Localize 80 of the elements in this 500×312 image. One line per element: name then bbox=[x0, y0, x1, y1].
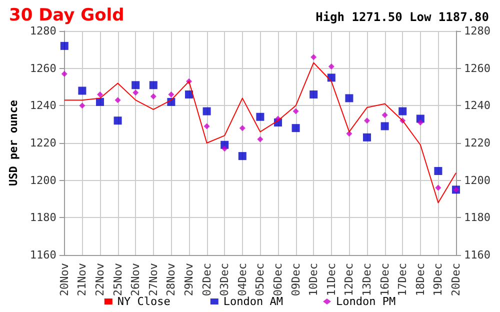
point bbox=[363, 133, 371, 142]
point bbox=[257, 136, 264, 142]
point bbox=[345, 94, 354, 102]
x-tick-label: 20Nov bbox=[58, 262, 71, 296]
x-tick-label: 20Dec bbox=[450, 263, 462, 296]
point bbox=[96, 91, 103, 98]
point bbox=[434, 167, 442, 175]
point bbox=[238, 152, 246, 160]
y-tick-label: 1160 bbox=[30, 248, 56, 262]
point bbox=[435, 184, 442, 191]
y-tick-label: 1240 bbox=[30, 99, 56, 112]
point bbox=[78, 86, 86, 95]
point bbox=[398, 107, 407, 116]
point bbox=[382, 112, 388, 118]
x-tick-label: 02Dec bbox=[200, 263, 214, 296]
y2-tick-label: 1260 bbox=[464, 62, 490, 75]
point bbox=[132, 90, 139, 96]
chart-title: 30 Day Gold bbox=[9, 6, 124, 26]
y2-tick-label: 1160 bbox=[464, 248, 490, 262]
x-tick-label: 28Nov bbox=[164, 262, 178, 296]
x-tick-label: 22Nov bbox=[93, 262, 106, 296]
y-tick-label: 1280 bbox=[30, 24, 56, 38]
point bbox=[310, 54, 317, 60]
x-tick-label: 19Dec bbox=[432, 263, 445, 296]
point bbox=[292, 124, 300, 132]
y-tick-label: 1200 bbox=[30, 174, 56, 187]
y-tick-label: 1260 bbox=[30, 62, 56, 75]
point bbox=[150, 93, 156, 100]
x-tick-label: 03Dec bbox=[218, 263, 232, 296]
point bbox=[132, 81, 140, 90]
point bbox=[380, 122, 389, 130]
point bbox=[222, 146, 228, 152]
point bbox=[204, 123, 210, 130]
legend-label: London AM bbox=[223, 295, 284, 308]
point bbox=[202, 107, 211, 116]
x-tick-label: 11Dec bbox=[324, 263, 338, 296]
x-tick-label: 10Dec bbox=[307, 263, 320, 296]
y2-tick-label: 1200 bbox=[464, 174, 490, 187]
point bbox=[60, 42, 68, 50]
x-tick-label: 05Dec bbox=[254, 263, 267, 296]
x-tick-label: 21Nov bbox=[76, 262, 89, 296]
point bbox=[327, 74, 336, 82]
point bbox=[239, 125, 246, 132]
y-tick-label: 1220 bbox=[30, 136, 56, 150]
point bbox=[114, 116, 122, 125]
point bbox=[61, 70, 68, 77]
point bbox=[292, 108, 299, 114]
x-tick-label: 29Nov bbox=[182, 262, 196, 296]
x-tick-label: 27Nov bbox=[146, 262, 160, 296]
legend-label: London PM bbox=[336, 295, 396, 308]
point bbox=[96, 98, 104, 106]
x-tick-label: 04Dec bbox=[236, 263, 249, 296]
point bbox=[364, 118, 370, 124]
x-tick-label: 13Dec bbox=[360, 263, 374, 296]
x-tick-label: 16Dec bbox=[378, 263, 392, 296]
x-tick-label: 12Dec bbox=[342, 263, 356, 296]
point bbox=[310, 90, 318, 98]
point bbox=[79, 102, 86, 109]
point bbox=[149, 81, 158, 90]
point bbox=[328, 63, 334, 70]
line-series bbox=[64, 62, 456, 204]
y2-tick-label: 1220 bbox=[464, 136, 490, 150]
x-tick-label: 06Dec bbox=[271, 263, 284, 296]
point bbox=[417, 119, 424, 126]
y-tick-label: 1180 bbox=[30, 211, 56, 224]
point bbox=[184, 90, 193, 98]
y2-tick-label: 1280 bbox=[464, 24, 490, 38]
y2-tick-label: 1240 bbox=[464, 99, 490, 112]
x-tick-label: 09Dec bbox=[289, 263, 302, 296]
point bbox=[114, 97, 121, 104]
x-tick-label: 18Dec bbox=[414, 263, 427, 296]
x-tick-label: 26Nov bbox=[129, 262, 142, 296]
point bbox=[168, 91, 174, 98]
legend-label: NY Close bbox=[117, 295, 170, 308]
x-tick-label: 17Dec bbox=[396, 263, 410, 296]
y2-tick-label: 1180 bbox=[464, 211, 490, 224]
x-tick-label: 25Nov bbox=[111, 262, 124, 296]
point bbox=[256, 112, 264, 121]
y-axis-title: USD per ounce bbox=[7, 100, 20, 186]
chart-subtitle: High 1271.50 Low 1187.80 bbox=[316, 10, 489, 24]
